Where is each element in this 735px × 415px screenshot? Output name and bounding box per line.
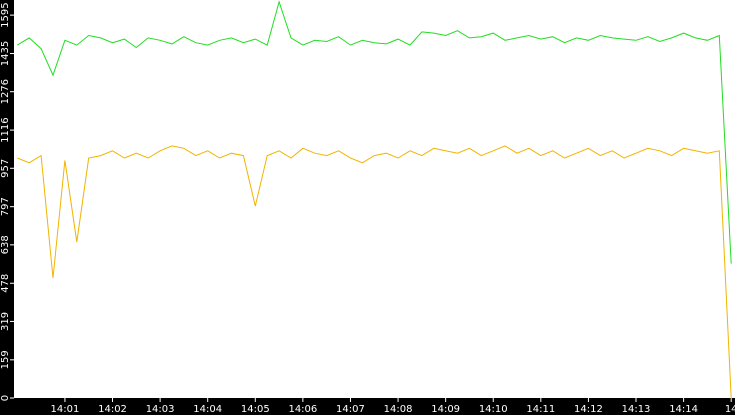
x-tick-label: 14:13: [622, 404, 651, 415]
x-tick-label: 14:11: [526, 404, 555, 415]
x-tick-label: 14:08: [384, 404, 413, 415]
y-tick-label: 1276: [0, 79, 11, 104]
series-line: [17, 0, 732, 264]
x-tick-label: 14: [725, 404, 735, 415]
y-tick-label: 159: [0, 350, 11, 369]
x-tick-label: 14:09: [431, 404, 460, 415]
x-tick-label: 14:01: [51, 404, 80, 415]
y-tick-label: 1595: [0, 2, 11, 27]
x-tick-label: 14:05: [241, 404, 270, 415]
x-tick-label: 14:07: [336, 404, 365, 415]
y-tick-label: 1435: [0, 41, 11, 66]
x-tick-label: 14:10: [479, 404, 508, 415]
x-tick-label: 14:06: [288, 404, 317, 415]
y-tick-label: 1116: [0, 117, 11, 142]
y-tick-label: 638: [0, 235, 11, 254]
y-tick-label: 797: [0, 197, 11, 216]
x-tick-label: 14:12: [574, 404, 603, 415]
series-line: [17, 145, 732, 399]
x-tick-label: 14:03: [146, 404, 175, 415]
y-tick-label: 0: [0, 395, 11, 401]
y-tick-label: 478: [0, 274, 11, 293]
plot-area: [14, 0, 735, 398]
y-tick-label: 957: [0, 159, 11, 178]
x-tick-label: 14:04: [193, 404, 222, 415]
x-tick-label: 14:02: [98, 404, 127, 415]
x-tick-label: 14:14: [669, 404, 698, 415]
y-tick-label: 319: [0, 312, 11, 331]
